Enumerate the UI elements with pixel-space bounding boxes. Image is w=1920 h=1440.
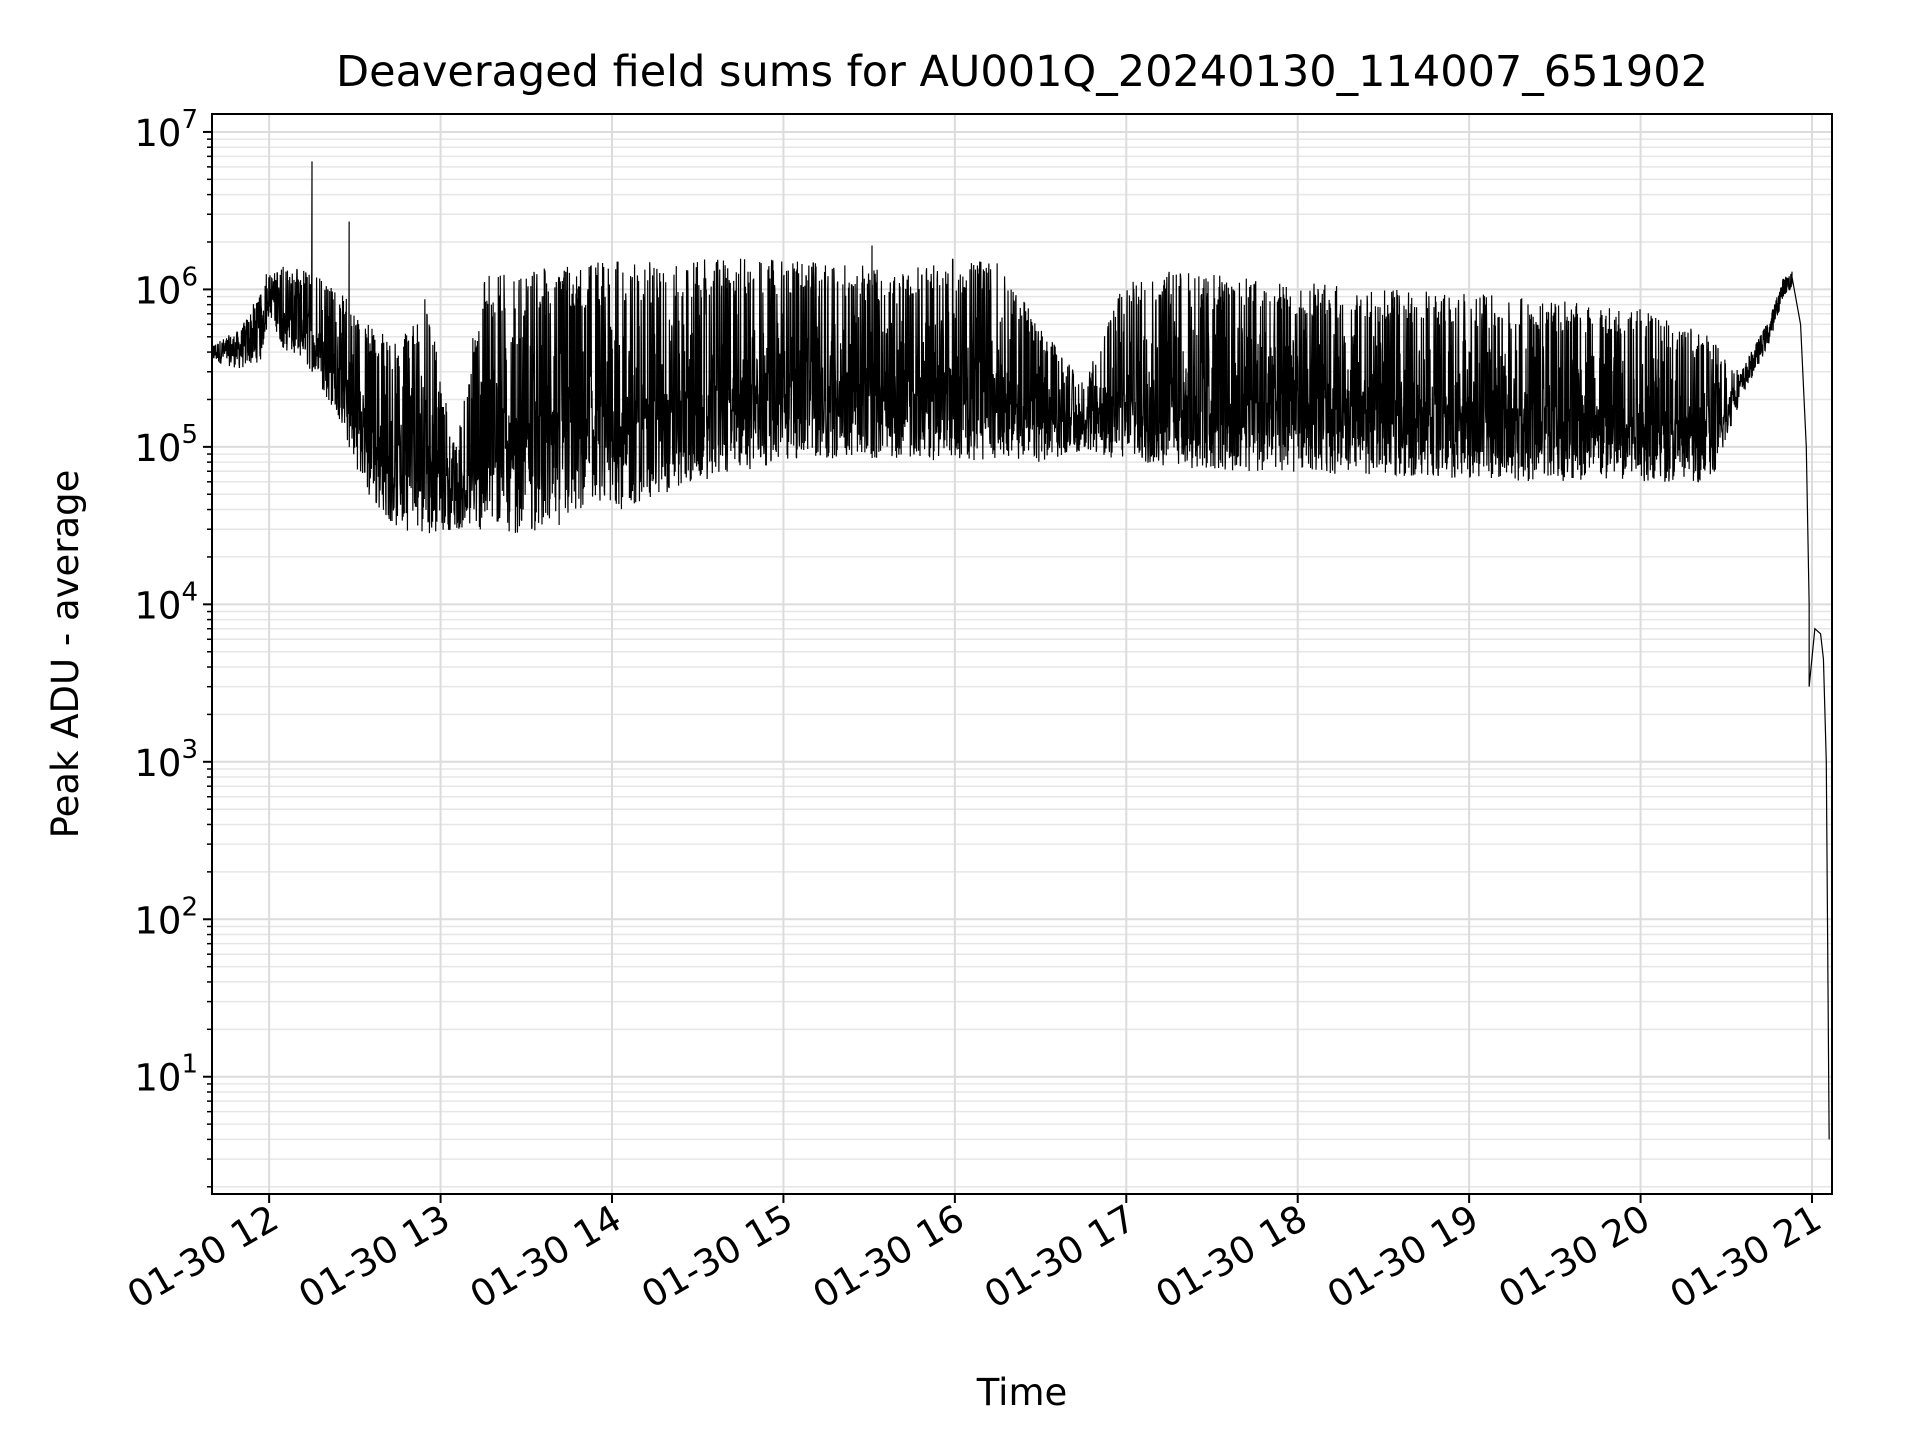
y-tick-label: 106	[134, 262, 198, 312]
x-axis-label: Time	[976, 1371, 1068, 1414]
y-tick-label: 107	[134, 105, 198, 155]
series-path	[211, 161, 1830, 1140]
y-tick-label: 101	[134, 1050, 198, 1100]
y-tick-label: 104	[134, 577, 198, 627]
axes-frame	[211, 113, 1833, 1195]
chart-title: Deaveraged field sums for AU001Q_2024013…	[336, 47, 1708, 97]
series-line	[211, 161, 1830, 1140]
y-tick-label: 102	[134, 892, 198, 942]
y-axis-label: Peak ADU - average	[44, 470, 87, 839]
plot-frame	[211, 113, 1833, 1195]
y-axis: 101 102 103 104 105 106 107	[134, 105, 212, 1188]
grid	[212, 114, 1832, 1194]
y-tick-label: 105	[134, 420, 198, 470]
y-tick-label: 103	[134, 735, 198, 785]
